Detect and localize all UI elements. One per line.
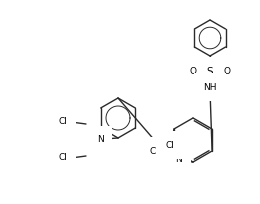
Text: N: N bbox=[176, 155, 182, 164]
Text: O: O bbox=[190, 68, 197, 76]
Text: Cl: Cl bbox=[58, 118, 67, 126]
Text: S: S bbox=[207, 67, 213, 77]
Text: Cl: Cl bbox=[58, 153, 67, 163]
Text: N: N bbox=[97, 135, 103, 144]
Text: Cl: Cl bbox=[150, 146, 158, 155]
Text: NH: NH bbox=[203, 82, 217, 92]
Text: Cl: Cl bbox=[166, 141, 174, 150]
Text: O: O bbox=[224, 68, 231, 76]
